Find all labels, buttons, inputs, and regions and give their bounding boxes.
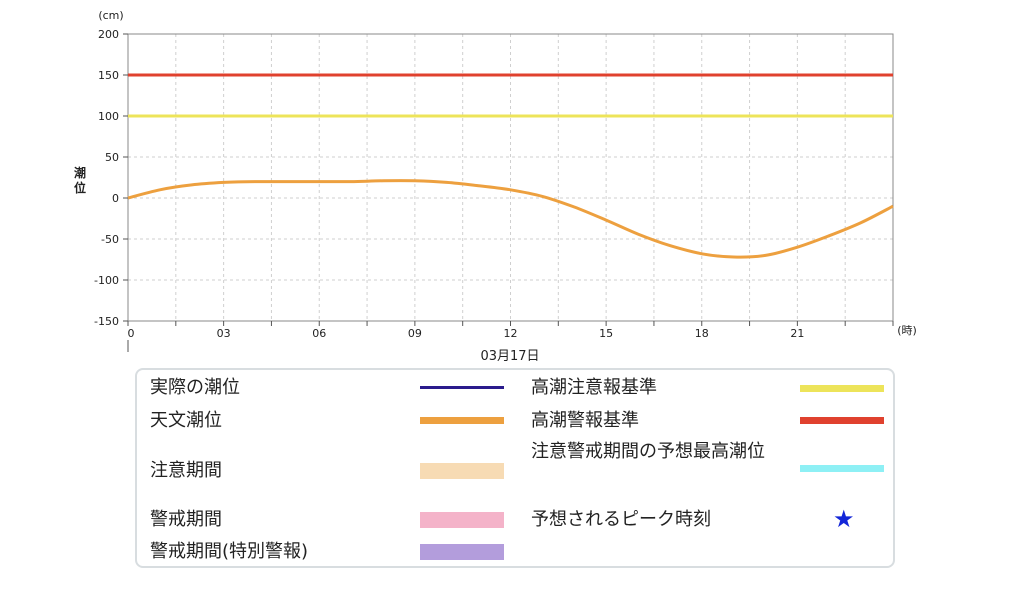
legend-label-warning: 警戒期間 [150,509,222,530]
reference-lines [128,73,893,118]
x-tick-label: 03 [217,327,231,340]
legend: 実際の潮位 天文潮位 注意期間 警戒期間 警戒期間(特別警報) 高潮注意報基準 … [135,368,895,568]
star-icon: ★ [833,505,855,533]
legend-swatch-astronomical [420,417,504,424]
legend-label-special-warning: 警戒期間(特別警報) [150,541,309,562]
legend-label-warning-level: 高潮警報基準 [531,410,639,431]
x-tick-label: 15 [599,327,613,340]
x-unit-label: (時) [897,324,917,337]
x-tick-label: 0 [128,327,135,340]
series-group [127,179,894,259]
x-tick-label: 09 [408,327,422,340]
x-tick-label: 12 [504,327,518,340]
legend-swatch-actual [420,386,504,389]
legend-label-astronomical: 天文潮位 [150,410,222,431]
legend-label-actual: 実際の潮位 [150,377,240,398]
legend-swatch-special-warning [420,544,504,560]
legend-swatch-caution [420,463,504,479]
y-axis-label: 潮位 [74,165,86,195]
chart-grid [128,34,893,321]
x-tick-label: 18 [695,327,709,340]
y-tick-label: 50 [105,151,119,164]
legend-label-peak-time: 予想されるピーク時刻 [531,509,711,530]
y-tick-label: -100 [94,274,119,287]
x-axis-ticks: 0 03 06 09 12 15 18 21 [127,321,894,340]
legend-swatch-advisory-level [800,385,884,392]
legend-label-advisory-level: 高潮注意報基準 [531,377,657,398]
y-tick-label: 100 [98,110,119,123]
y-tick-label: -50 [101,233,119,246]
x-tick-label: 21 [790,327,804,340]
y-axis-ticks: 200 150 100 50 0 -50 -100 -150 [94,28,128,328]
date-label: 03月17日 [480,349,539,364]
y-tick-label: 150 [98,69,119,82]
y-tick-label: 200 [98,28,119,41]
y-tick-label: 0 [112,192,119,205]
legend-swatch-warning [420,512,504,528]
legend-swatch-warning-level [800,417,884,424]
y-unit-label: (cm) [98,9,123,22]
legend-swatch-predicted-max [800,465,884,472]
legend-label-caution: 注意期間 [150,460,222,481]
x-tick-label: 06 [312,327,326,340]
y-tick-label: -150 [94,315,119,328]
series-line-astronomical-tide [127,179,894,259]
legend-label-predicted-max: 注意警戒期間の予想最高潮位 [531,441,765,462]
